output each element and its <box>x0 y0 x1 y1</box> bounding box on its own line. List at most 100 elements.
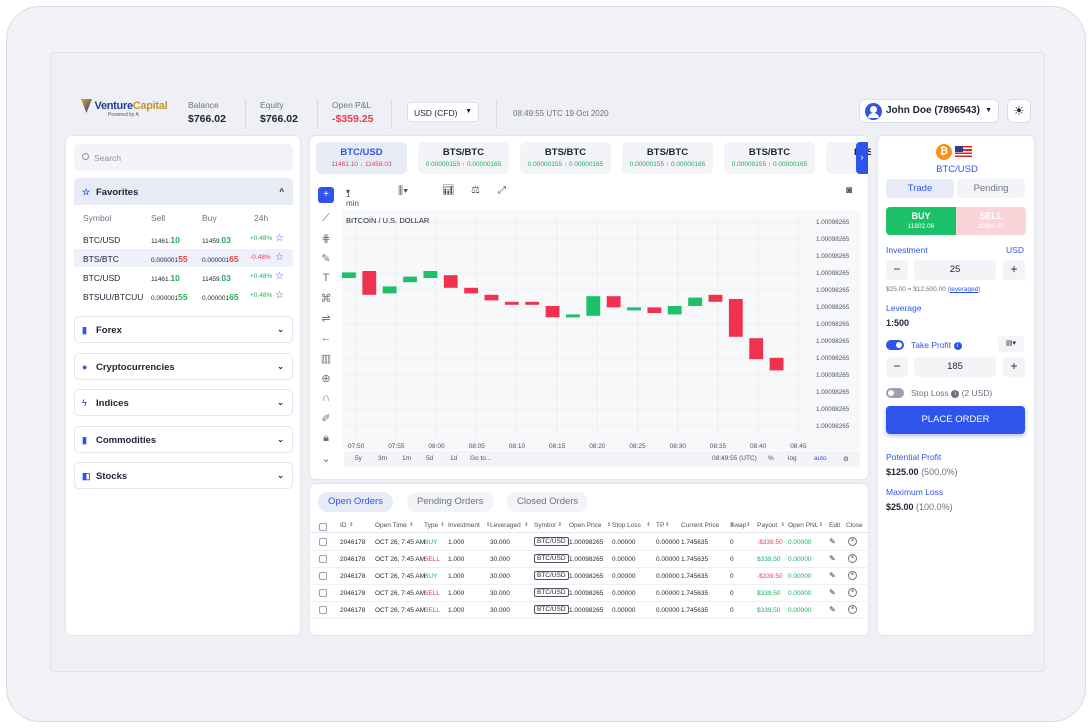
user-menu[interactable]: John Doe (7896543) ▼ <box>859 99 999 123</box>
search-input[interactable]: Search <box>74 144 293 171</box>
edit-icon[interactable]: ✎ <box>829 554 836 563</box>
indicators-icon[interactable]: 📊︎ <box>442 185 455 196</box>
take-profit-value[interactable]: 185 <box>914 357 996 377</box>
ticker-card[interactable]: BTC/USD 11461.10 ↓ 11459.03 <box>316 142 407 174</box>
trend-line-icon[interactable]: ⟋ <box>322 212 330 224</box>
col-header[interactable]: Close <box>846 522 863 529</box>
edit-icon[interactable]: ✎ <box>829 571 836 580</box>
candle[interactable] <box>708 294 723 302</box>
row-checkbox[interactable] <box>319 589 327 597</box>
candle[interactable] <box>728 299 743 337</box>
star-icon[interactable]: ☆ <box>275 290 284 301</box>
arrow-left-icon[interactable]: ← <box>320 332 332 344</box>
log-toggle[interactable]: log <box>788 455 797 462</box>
calculator-select[interactable]: ▤▾ <box>998 336 1024 352</box>
sort-icon[interactable]: ⇕ <box>409 522 414 528</box>
table-row[interactable]: 2046178 OCT 26, 7:45 AM BUY 1.000 30.000 BTC/… <box>310 534 870 551</box>
category-stocks[interactable]: ◧ Stocks ⌄ <box>74 462 293 489</box>
plus-button[interactable]: + <box>1003 357 1025 377</box>
stop-loss-toggle[interactable] <box>886 388 904 398</box>
percent-toggle[interactable]: % <box>768 455 774 462</box>
col-header[interactable]: Leveraged <box>490 522 521 529</box>
buy-button[interactable]: BUY 11802.06 <box>886 207 956 235</box>
close-icon[interactable]: × <box>848 537 857 546</box>
sort-icon[interactable]: ⇕ <box>524 522 529 528</box>
compare-icon[interactable]: ⚖︎ <box>471 185 480 196</box>
candle[interactable] <box>586 296 601 316</box>
candle[interactable] <box>443 275 458 288</box>
candle[interactable] <box>627 307 641 311</box>
col-header[interactable]: Swap <box>730 522 747 529</box>
candle[interactable] <box>423 271 438 278</box>
col-header[interactable]: Stop Loss <box>612 522 641 529</box>
favorite-row[interactable]: BTC/USD 11461.10 11459.03 +0.48% ☆ <box>74 230 293 248</box>
sort-icon[interactable]: ⇕ <box>665 522 670 528</box>
prediction-icon[interactable]: ⇌ <box>321 313 331 325</box>
candle[interactable] <box>342 272 356 278</box>
chevron-down-icon[interactable]: ⌄ <box>321 453 331 465</box>
col-header[interactable]: Payout <box>757 522 778 529</box>
ticker-card[interactable]: BTS/BTC 0.00000155 ↑ 0.00000165 <box>520 142 611 174</box>
candle[interactable] <box>525 301 540 305</box>
ruler-icon[interactable]: ▥ <box>320 353 332 365</box>
pencil-icon[interactable]: ✐ <box>321 413 331 425</box>
tab-pending-orders[interactable]: Pending Orders <box>407 492 494 512</box>
col-header[interactable]: Current Price <box>681 522 720 529</box>
sort-icon[interactable]: ⇕ <box>646 522 651 528</box>
close-icon[interactable]: × <box>848 571 857 580</box>
col-header[interactable]: ID <box>340 522 347 529</box>
fib-icon[interactable]: ⋕ <box>321 233 331 245</box>
col-header[interactable]: Edit <box>829 522 841 529</box>
tab-pending[interactable]: Pending <box>957 179 1025 198</box>
row-checkbox[interactable] <box>319 538 327 546</box>
crosshair-icon[interactable]: + <box>318 187 334 203</box>
range-5y[interactable]: 5y <box>355 455 362 462</box>
close-icon[interactable]: × <box>848 605 857 614</box>
close-icon[interactable]: × <box>848 588 857 597</box>
table-row[interactable]: 2046178 OCT 26, 7:45 AM SELL 1.000 30.000 BTC… <box>310 551 870 568</box>
category-commodities[interactable]: ▮ Commodities ⌄ <box>74 426 293 453</box>
category-indices[interactable]: ϟ Indices ⌄ <box>74 389 293 416</box>
category-forex[interactable]: ▮ Forex ⌄ <box>74 316 293 343</box>
sort-icon[interactable]: ⇕ <box>486 522 491 528</box>
range-5d[interactable]: 5d <box>426 455 434 462</box>
ticker-card[interactable]: BTS/BTC 0.00000155 ↑ 0.00000165 <box>418 142 509 174</box>
category-crypto[interactable]: ● Cryptocurrencies ⌄ <box>74 353 293 380</box>
candle[interactable] <box>606 296 621 308</box>
sell-button[interactable]: SELL 11801.52 <box>956 207 1026 235</box>
candle[interactable] <box>504 301 519 305</box>
row-checkbox[interactable] <box>319 606 327 614</box>
candle[interactable] <box>688 297 703 306</box>
sort-icon[interactable]: ⇕ <box>746 522 751 528</box>
col-header[interactable]: Type <box>424 522 439 529</box>
candle[interactable] <box>403 276 417 283</box>
ticker-card[interactable]: BTS/BTC 0.00000155 ↑ 0.00000165 <box>724 142 815 174</box>
interval-select[interactable]: 1 min ▾ <box>346 187 359 208</box>
sort-icon[interactable]: ⇕ <box>440 522 445 528</box>
minus-button[interactable]: − <box>886 260 908 280</box>
brush-icon[interactable]: ✎ <box>321 253 331 265</box>
col-header[interactable]: Open Price <box>569 522 602 529</box>
plus-button[interactable]: + <box>1003 260 1025 280</box>
leveraged-link[interactable]: leveraged <box>949 286 979 293</box>
edit-icon[interactable]: ✎ <box>829 605 836 614</box>
select-all-checkbox[interactable] <box>319 523 327 531</box>
candle[interactable] <box>464 287 479 294</box>
close-icon[interactable]: × <box>848 554 857 563</box>
col-header[interactable]: Symbol <box>534 522 556 529</box>
sort-icon[interactable]: ⇕ <box>780 522 785 528</box>
range-3m[interactable]: 3m <box>378 455 388 462</box>
row-checkbox[interactable] <box>319 555 327 563</box>
table-row[interactable]: 2046178 OCT 26, 7:45 AM BUY 1.000 30.000 BTC/… <box>310 568 870 585</box>
star-icon[interactable]: ☆ <box>275 233 284 244</box>
col-header[interactable]: TP <box>656 522 665 529</box>
candle[interactable] <box>382 286 397 294</box>
theme-toggle-sun-icon[interactable]: ☀ <box>1007 99 1031 123</box>
candle[interactable] <box>749 338 764 360</box>
text-icon[interactable]: T <box>322 272 330 284</box>
place-order-button[interactable]: PLACE ORDER <box>886 406 1025 434</box>
favorite-row[interactable]: BTSUU/BTCUU 0.00000155 0.00000165 +0.48%… <box>74 287 293 305</box>
camera-icon[interactable]: ◙ <box>846 185 853 196</box>
col-header[interactable]: Open PNL <box>788 522 819 529</box>
candle[interactable] <box>647 307 662 313</box>
